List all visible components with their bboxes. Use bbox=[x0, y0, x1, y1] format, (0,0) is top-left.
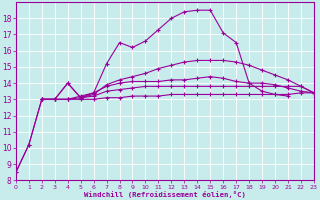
X-axis label: Windchill (Refroidissement éolien,°C): Windchill (Refroidissement éolien,°C) bbox=[84, 191, 246, 198]
